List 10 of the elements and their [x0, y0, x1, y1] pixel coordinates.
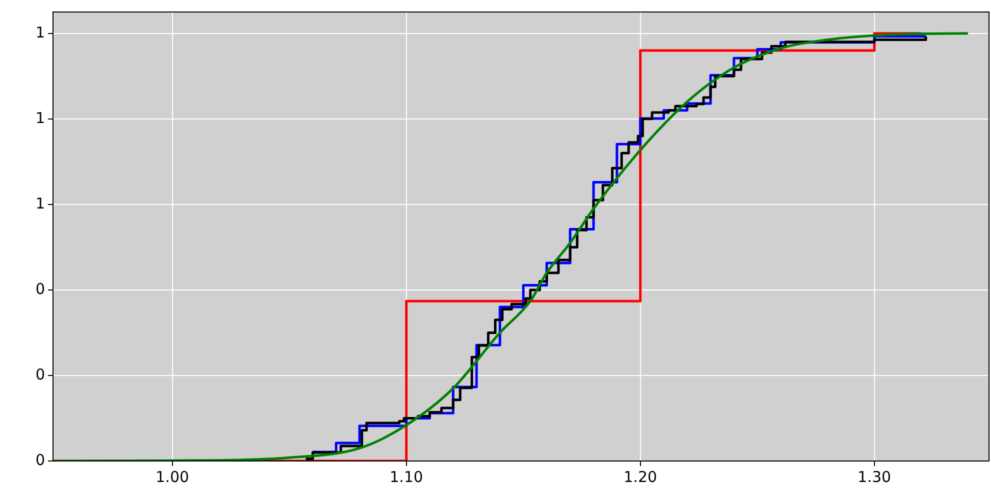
- x-tick-label: 1.10: [390, 468, 424, 486]
- x-tick-label: 1.30: [858, 468, 892, 486]
- y-tick-label: 1: [35, 23, 45, 42]
- y-tick-label: 1: [35, 108, 45, 127]
- y-tick-label: 0: [35, 365, 45, 384]
- y-tick-label: 0: [35, 280, 45, 298]
- y-tick-label: 1: [35, 194, 45, 212]
- x-tick-label: 1.00: [156, 468, 190, 486]
- x-tick-label: 1.20: [624, 468, 658, 486]
- y-tick-label: 0: [35, 450, 45, 469]
